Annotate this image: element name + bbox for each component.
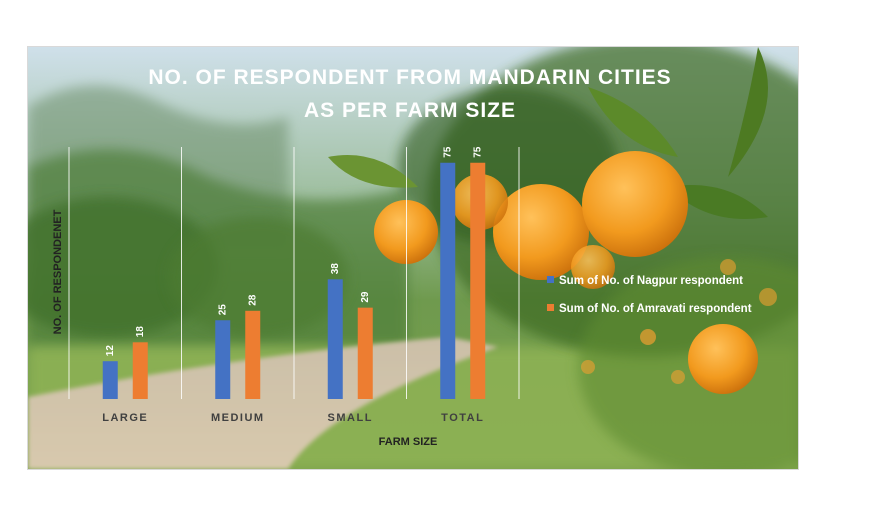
data-label: 38 (330, 263, 341, 275)
bar (245, 310, 261, 399)
bar (357, 307, 373, 399)
legend: Sum of No. of Nagpur respondent Sum of No… (547, 275, 752, 315)
bar (470, 162, 486, 399)
data-label: 29 (360, 291, 371, 303)
x-tick-label: MEDIUM (211, 412, 265, 424)
bar (215, 320, 231, 399)
x-tick-label: LARGE (102, 412, 148, 424)
legend-swatch (547, 304, 554, 311)
bar (102, 361, 118, 399)
data-label: 75 (472, 146, 483, 158)
data-label: 12 (105, 345, 116, 357)
chart-frame: NO. OF RESPONDENT FROM MANDARIN CITIES A… (27, 46, 799, 470)
data-label: 28 (247, 294, 258, 306)
plot-area: LARGE 12 18 MEDIUM 25 28 SMALL 38 29 TOTAL 75 75 (68, 146, 520, 424)
bar (132, 342, 148, 399)
x-axis-title: FARM SIZE (379, 436, 438, 448)
chart-title-line-2: AS PER FARM SIZE (304, 99, 516, 122)
x-tick-label: TOTAL (441, 412, 484, 424)
data-label: 75 (442, 146, 453, 158)
legend-swatch (547, 276, 554, 283)
data-label: 18 (135, 326, 146, 338)
bar-chart: NO. OF RESPONDENT FROM MANDARIN CITIES A… (52, 66, 752, 448)
legend-label: Sum of No. of Amravati respondent (559, 303, 752, 315)
orchard-background-photo (28, 47, 798, 469)
legend-label: Sum of No. of Nagpur respondent (559, 275, 743, 287)
data-label: 25 (217, 304, 228, 316)
y-axis-title: NO. OF RESPONDENET (52, 209, 64, 334)
chart-title-line-1: NO. OF RESPONDENT FROM MANDARIN CITIES (148, 66, 671, 89)
bar (440, 162, 456, 399)
bar (327, 279, 343, 399)
x-tick-label: SMALL (328, 412, 373, 424)
